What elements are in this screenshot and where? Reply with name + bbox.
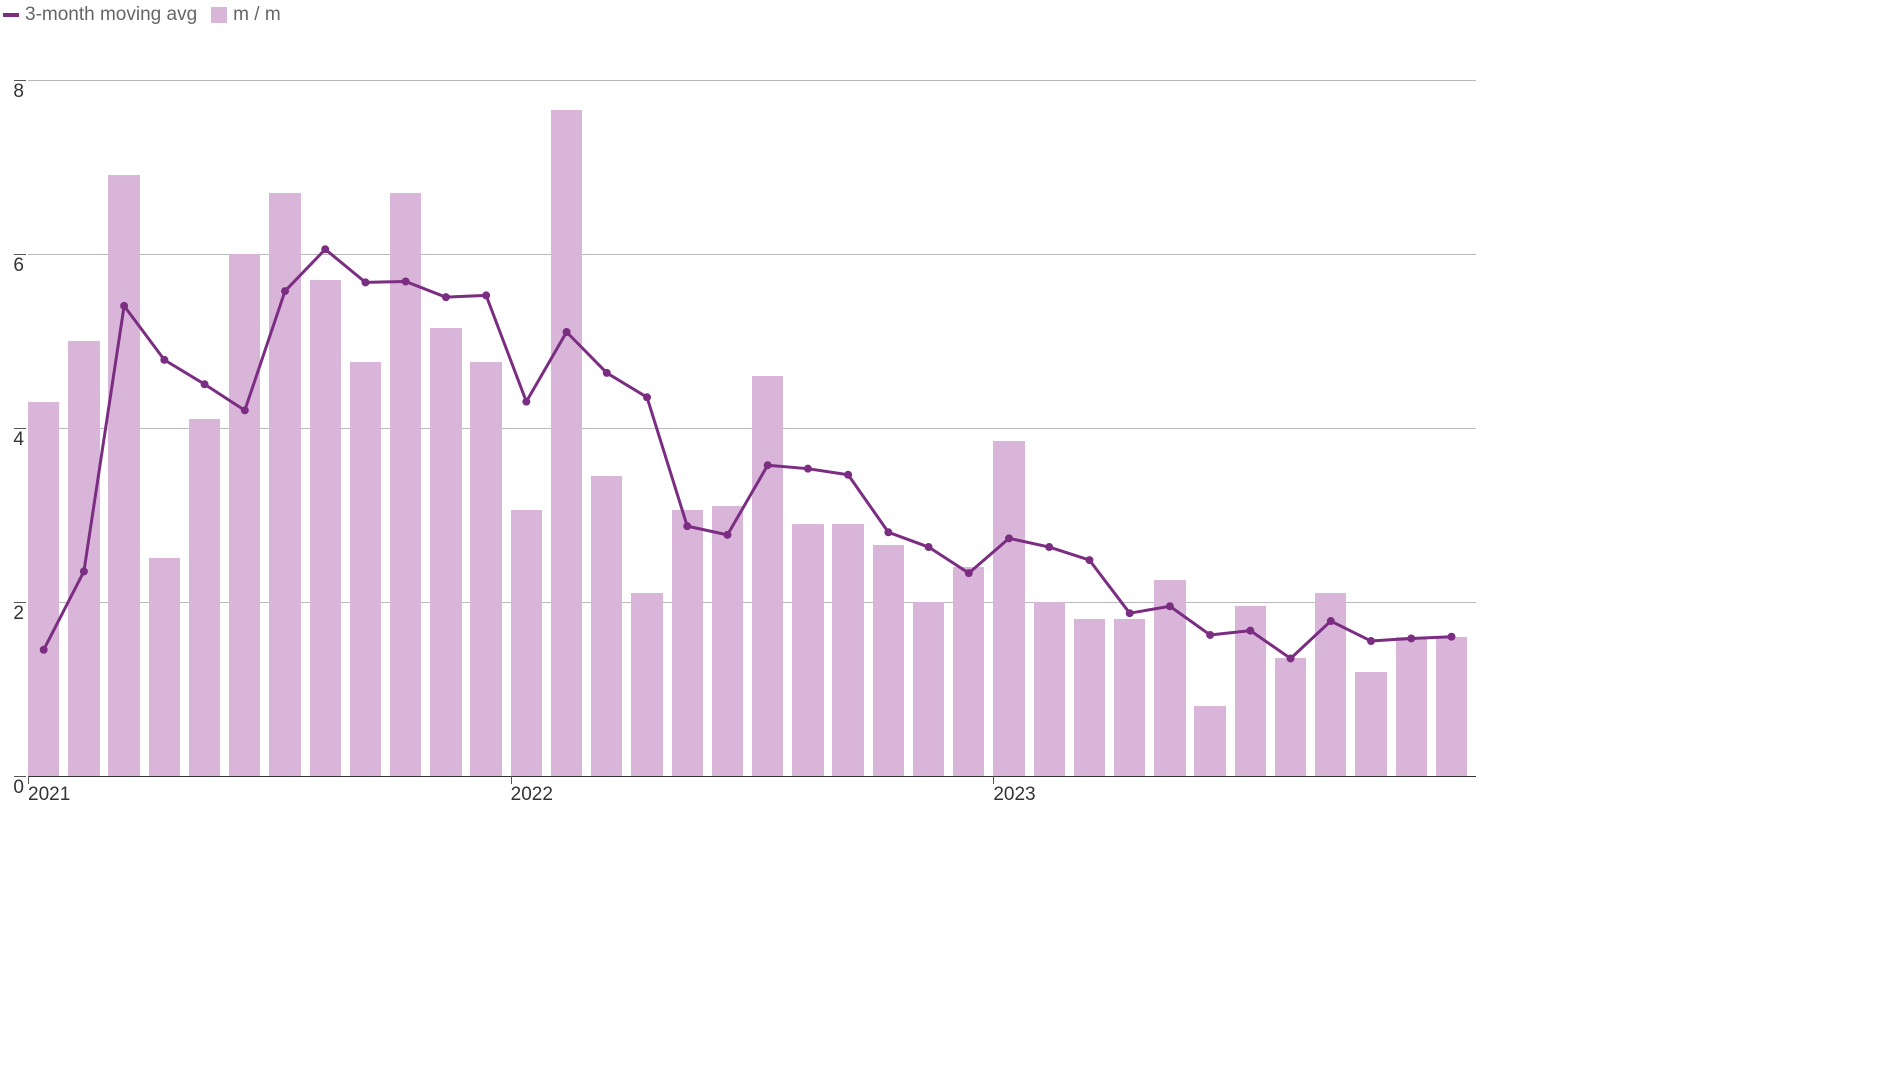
line-marker xyxy=(402,278,410,286)
line-marker xyxy=(884,528,892,536)
line-marker xyxy=(241,406,249,414)
line-marker xyxy=(321,245,329,253)
y-tick-mark xyxy=(14,254,26,255)
line-marker xyxy=(643,393,651,401)
y-tick-mark xyxy=(14,428,26,429)
line-marker xyxy=(522,398,530,406)
line-marker xyxy=(482,291,490,299)
line-marker xyxy=(683,522,691,530)
legend-line-swatch xyxy=(3,13,19,17)
y-tick-label: 4 xyxy=(4,429,24,451)
y-tick-label: 8 xyxy=(4,81,24,103)
line-marker xyxy=(1246,627,1254,635)
line-marker xyxy=(1085,556,1093,564)
line-marker xyxy=(361,278,369,286)
line-marker xyxy=(844,471,852,479)
line-marker xyxy=(201,380,209,388)
line-marker xyxy=(1166,602,1174,610)
legend: 3-month moving avg m / m xyxy=(3,4,281,26)
line-marker xyxy=(804,465,812,473)
x-tick-mark xyxy=(28,776,29,784)
line-marker xyxy=(80,567,88,575)
line-marker xyxy=(40,646,48,654)
line-marker xyxy=(965,569,973,577)
y-tick-label: 2 xyxy=(4,603,24,625)
legend-bar-label: m / m xyxy=(233,4,281,26)
line-marker xyxy=(1045,543,1053,551)
y-tick-label: 6 xyxy=(4,255,24,277)
plot-area: 202120222023 02468 xyxy=(28,36,1476,776)
line-marker xyxy=(764,461,772,469)
x-tick-mark xyxy=(993,776,994,784)
y-tick-label: 0 xyxy=(4,777,24,799)
x-axis xyxy=(28,776,1476,777)
line-marker xyxy=(1407,634,1415,642)
line-marker xyxy=(723,531,731,539)
line-marker xyxy=(281,287,289,295)
line-marker xyxy=(120,302,128,310)
x-tick-label: 2022 xyxy=(511,784,553,806)
line-marker xyxy=(1447,633,1455,641)
line-marker xyxy=(442,293,450,301)
line-marker xyxy=(563,328,571,336)
line-marker xyxy=(1367,637,1375,645)
line-marker xyxy=(160,356,168,364)
line-marker xyxy=(1206,631,1214,639)
line-series xyxy=(28,36,1476,776)
line-marker xyxy=(925,543,933,551)
y-tick-mark xyxy=(14,80,26,81)
legend-bar-swatch xyxy=(211,7,227,23)
x-tick-mark xyxy=(511,776,512,784)
line-marker xyxy=(1287,654,1295,662)
legend-line-label: 3-month moving avg xyxy=(25,4,197,26)
line-marker xyxy=(603,369,611,377)
combo-chart: 3-month moving avg m / m 202120222023 02… xyxy=(0,0,1476,829)
x-tick-label: 2023 xyxy=(993,784,1035,806)
x-tick-label: 2021 xyxy=(28,784,70,806)
trend-line xyxy=(44,249,1452,658)
y-tick-mark xyxy=(14,602,26,603)
y-tick-mark xyxy=(14,776,26,777)
line-marker xyxy=(1005,534,1013,542)
legend-item-line: 3-month moving avg xyxy=(3,4,197,26)
legend-item-bar: m / m xyxy=(211,4,281,26)
line-marker xyxy=(1126,609,1134,617)
line-marker xyxy=(1327,617,1335,625)
